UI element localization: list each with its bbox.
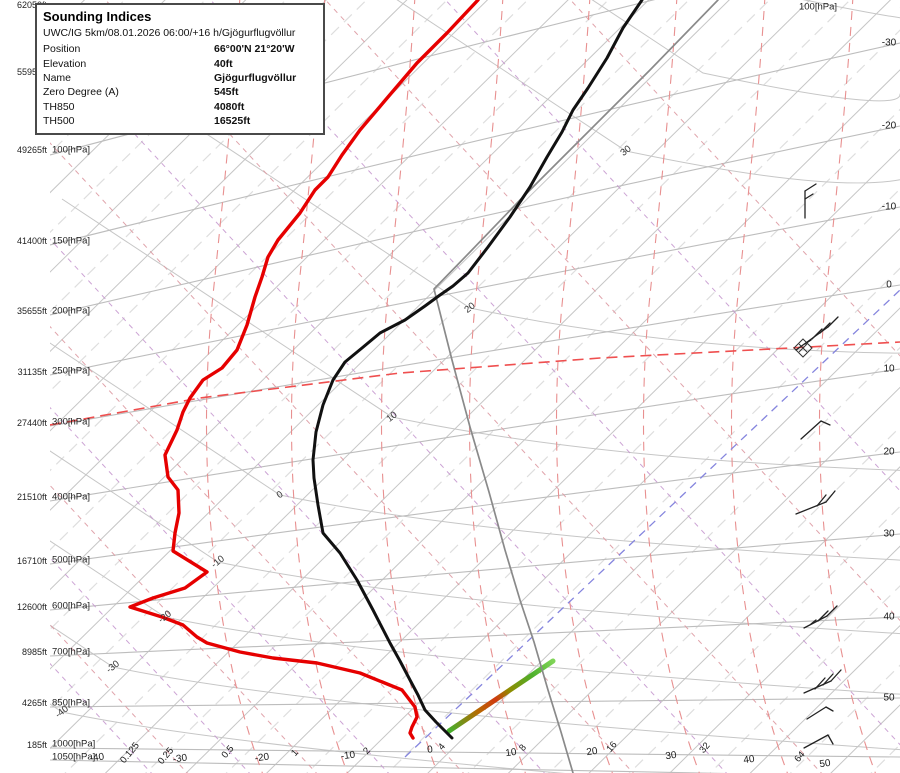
index-label: Elevation xyxy=(43,57,87,70)
bottom-temperature-label: 50 xyxy=(818,757,832,771)
index-label: TH850 xyxy=(43,100,75,113)
pressure-label: 100[hPa] xyxy=(52,144,91,156)
altitude-feet-label: 21510ft xyxy=(16,492,47,502)
index-value: 40ft xyxy=(214,57,233,70)
bottom-temperature-label: 20 xyxy=(585,745,599,759)
altitude-feet-label: 55950ft xyxy=(16,67,47,77)
pressure-label: 1050[hPa] xyxy=(52,751,96,763)
right-temperature-label: -20 xyxy=(881,120,897,132)
index-label: TH500 xyxy=(43,115,75,128)
altitude-feet-label: 185ft xyxy=(26,740,47,750)
pressure-label: 250[hPa] xyxy=(52,365,91,377)
box-title: Sounding Indices xyxy=(43,9,152,24)
right-temperature-label: 20 xyxy=(883,446,895,458)
bottom-temperature-label: 0 xyxy=(426,744,434,756)
index-value: 16525ft xyxy=(214,115,251,128)
index-value: 4080ft xyxy=(214,100,245,113)
altitude-feet-label: 12600ft xyxy=(16,602,47,612)
bottom-temperature-label: 10 xyxy=(504,746,518,760)
indices-row: Zero Degree (A) 545ft xyxy=(43,85,317,99)
pressure-label: 200[hPa] xyxy=(52,305,91,317)
indices-row: Name Gjögurflugvöllur xyxy=(43,71,317,85)
temperature-curve xyxy=(311,0,644,740)
pressure-label: 150[hPa] xyxy=(52,235,91,247)
wind-barb-icon xyxy=(803,605,838,629)
bottom-temperature-label: -20 xyxy=(254,751,270,765)
indices-row: TH850 4080ft xyxy=(43,100,317,114)
pressure-label: 1000[hPa] xyxy=(52,738,96,750)
wind-barb-icon xyxy=(803,669,842,694)
parcel-path-curve xyxy=(433,0,719,773)
pressure-label: 300[hPa] xyxy=(52,416,91,428)
right-temperature-label: 30 xyxy=(883,528,895,540)
wind-barb-icon xyxy=(803,734,834,749)
sounding-indices-box[interactable]: Sounding Indices UWC/IG 5km/08.01.2026 0… xyxy=(35,3,325,136)
indices-row: Elevation 40ft xyxy=(43,56,317,70)
pressure-label: 700[hPa] xyxy=(52,646,91,658)
right-temperature-label: -30 xyxy=(881,37,897,49)
pressure-label: 600[hPa] xyxy=(52,600,91,612)
right-temperature-label: 50 xyxy=(883,692,895,704)
index-label: Zero Degree (A) xyxy=(43,86,119,99)
pressure-label: 850[hPa] xyxy=(52,697,91,709)
right-temperature-label: 10 xyxy=(883,363,895,375)
altitude-feet-label: 27440ft xyxy=(16,418,47,428)
altitude-feet-label: 16710ft xyxy=(16,556,47,566)
indices-row: Position 66°00'N 21°20'W xyxy=(43,42,317,56)
index-label: Position xyxy=(43,43,81,56)
altitude-feet-label: 62050ft xyxy=(16,0,47,10)
altitude-feet-label: 41400ft xyxy=(16,236,47,246)
index-value: Gjögurflugvöllur xyxy=(214,71,297,84)
wind-barb-icon xyxy=(806,706,834,720)
bottom-temperature-label: 40 xyxy=(742,753,756,767)
wind-barb-icon xyxy=(800,420,831,440)
altitude-feet-label: 4265ft xyxy=(21,698,47,708)
wind-barb-icon xyxy=(804,183,817,219)
altitude-feet-label: 49265ft xyxy=(16,145,47,155)
bottom-temperature-label: -10 xyxy=(340,749,356,763)
index-label: Name xyxy=(43,71,72,84)
pressure-label: 500[hPa] xyxy=(52,554,91,566)
pressure-label-top-right: 100[hPa] xyxy=(798,1,838,13)
wind-barb-icon xyxy=(795,490,836,515)
tropopause-marker xyxy=(793,338,813,358)
right-temperature-label: 40 xyxy=(883,611,895,623)
index-value: 545ft xyxy=(214,86,239,99)
right-temperature-label: -10 xyxy=(881,201,897,213)
dewpoint-curve xyxy=(128,0,480,740)
altitude-feet-label: 31135ft xyxy=(17,367,47,377)
wind-barb-icon xyxy=(795,316,839,351)
bottom-temperature-label: 30 xyxy=(664,749,678,763)
bottom-temperature-label: -40 xyxy=(89,751,105,765)
altitude-feet-label: 35655ft xyxy=(16,306,47,316)
altitude-feet-label: 8985ft xyxy=(21,647,47,657)
indices-row: TH500 16525ft xyxy=(43,114,317,128)
right-temperature-label: 0 xyxy=(886,279,892,291)
indices-table: Position 66°00'N 21°20'W Elevation 40ft Na… xyxy=(43,42,317,128)
box-subtitle: UWC/IG 5km/08.01.2026 06:00/+16 h/Gjögur… xyxy=(43,27,296,39)
pressure-label: 400[hPa] xyxy=(52,491,91,503)
index-value: 66°00'N 21°20'W xyxy=(214,43,295,56)
